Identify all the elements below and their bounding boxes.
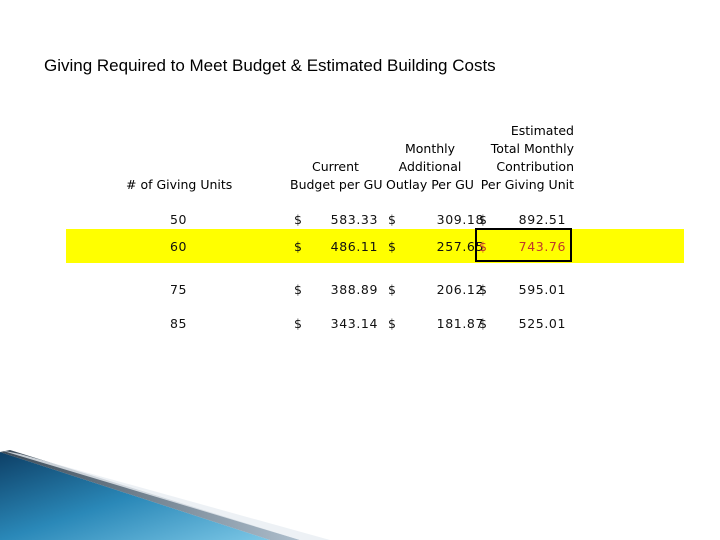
cell-total: 595.01: [518, 282, 566, 297]
header-outlay-line1: Monthly: [404, 141, 456, 156]
table-row: 75 $ 388.89 $ 206.12 $ 595.01: [66, 272, 684, 306]
header-est-line4: Per Giving Unit: [480, 177, 574, 192]
cell-units: 85: [170, 316, 188, 331]
cell-dollar: $: [294, 239, 303, 254]
cell-total: 892.51: [518, 212, 566, 227]
header-estimated-total: Estimated Total Monthly Contribution Per…: [476, 122, 574, 194]
table-row: 50 $ 583.33 $ 309.18 $ 892.51: [66, 202, 684, 236]
header-budget-line1: Current: [312, 159, 359, 174]
table-row: 85 $ 343.14 $ 181.87 $ 525.01: [66, 306, 684, 340]
cell-dollar: $: [294, 316, 303, 331]
cell-dollar: $: [388, 239, 397, 254]
cell-outlay: 206.12: [436, 282, 484, 297]
header-est-line2: Total Monthly: [490, 141, 574, 156]
cell-total: 525.01: [518, 316, 566, 331]
selected-cell-outline: [475, 228, 572, 262]
header-giving-units: # of Giving Units: [126, 177, 233, 192]
cell-dollar: $: [388, 212, 397, 227]
cell-dollar: $: [388, 316, 397, 331]
cell-dollar: $: [294, 282, 303, 297]
cell-units: 50: [170, 212, 188, 227]
header-est-line3: Contribution: [496, 159, 574, 174]
cell-budget: 583.33: [330, 212, 378, 227]
cell-budget: 343.14: [330, 316, 378, 331]
header-est-line1: Estimated: [510, 123, 574, 138]
header-outlay-line3: Outlay Per GU: [386, 177, 474, 192]
cell-outlay: 309.18: [436, 212, 484, 227]
header-budget-line2: Budget per GU: [290, 177, 383, 192]
cell-budget: 388.89: [330, 282, 378, 297]
cell-dollar: $: [388, 282, 397, 297]
cell-outlay: 181.87: [436, 316, 484, 331]
page-title: Giving Required to Meet Budget & Estimat…: [44, 56, 496, 75]
header-monthly-outlay: Monthly Additional Outlay Per GU: [368, 140, 492, 194]
table-row-highlighted: 60 $ 486.11 $ 257.65 $ 743.76: [66, 229, 684, 263]
cell-dollar: $: [479, 316, 488, 331]
cell-dollar: $: [479, 239, 488, 254]
cell-dollar: $: [294, 212, 303, 227]
cell-outlay: 257.65: [436, 239, 484, 254]
header-current-budget: Current Budget per GU: [290, 158, 383, 194]
cell-dollar: $: [479, 282, 488, 297]
header-outlay-line2: Additional: [398, 159, 462, 174]
slide-decoration: [0, 450, 330, 540]
cell-units: 60: [170, 239, 188, 254]
cell-units: 75: [170, 282, 188, 297]
cell-total: 743.76: [518, 239, 566, 254]
cell-budget: 486.11: [330, 239, 378, 254]
cell-dollar: $: [479, 212, 488, 227]
